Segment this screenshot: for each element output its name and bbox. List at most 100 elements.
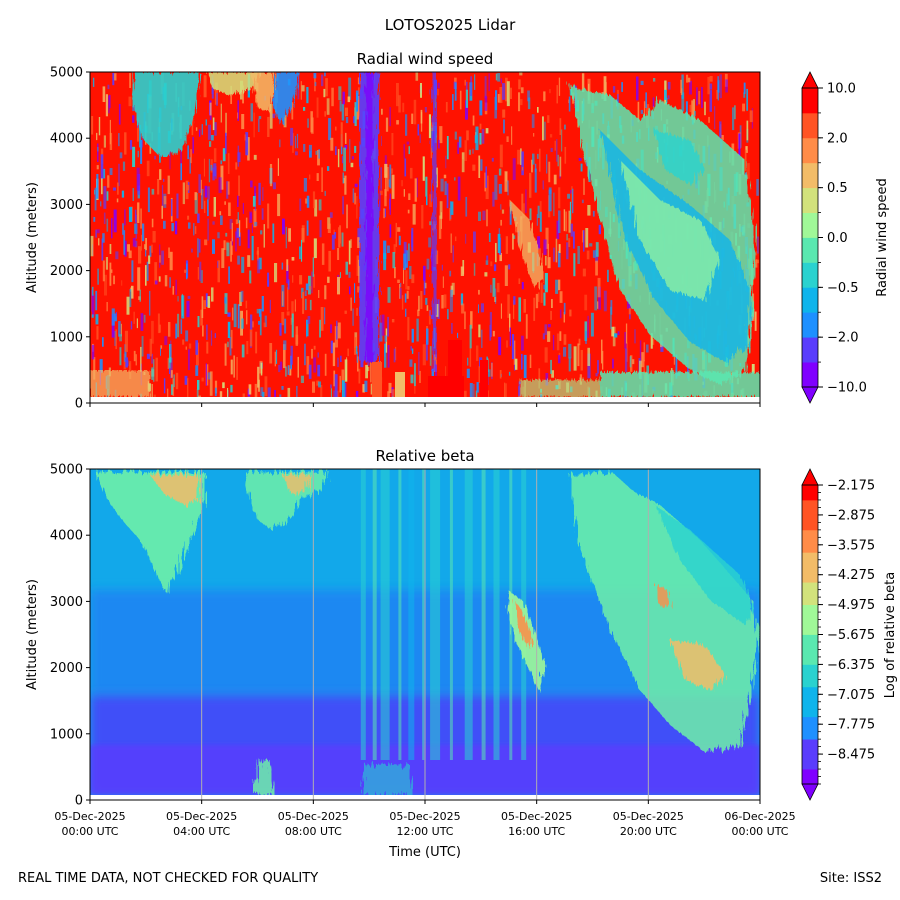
wind-speckle <box>571 186 573 203</box>
wind-speckle <box>446 183 449 209</box>
wind-speckle <box>567 193 571 199</box>
wind-speckle <box>563 209 566 232</box>
wind-speckle <box>213 163 217 177</box>
wind-speckle <box>598 286 601 310</box>
wind-speckle <box>544 121 546 140</box>
wind-speckle <box>687 77 691 83</box>
wind-speckle <box>102 233 105 243</box>
wind-speckle <box>756 259 760 264</box>
wind-speckle <box>643 342 645 362</box>
wind-speckle <box>104 274 107 296</box>
wind-speckle <box>486 255 489 261</box>
wind-speckle <box>306 319 309 337</box>
wind-speckle <box>339 100 342 112</box>
wind-speckle <box>403 253 406 270</box>
wind-speckle <box>384 335 387 342</box>
wind-speckle <box>387 345 390 368</box>
wind-speckle <box>423 278 426 295</box>
wind-speckle <box>205 364 209 386</box>
wind-speckle <box>230 384 233 393</box>
wind-speckle <box>395 346 397 361</box>
wind-speckle <box>238 175 240 196</box>
beta-colorbar-level <box>802 686 818 695</box>
wind-speckle <box>590 312 594 337</box>
wind-speckle <box>386 167 389 192</box>
wind-speckle <box>555 238 558 263</box>
beta-colorbar-level <box>802 709 818 718</box>
wind-speckle <box>531 159 533 173</box>
footer-site: Site: ISS2 <box>820 871 882 886</box>
wind-speckle <box>294 299 296 312</box>
wind-speckle <box>476 345 479 361</box>
wind-speckle <box>90 235 94 257</box>
wind-speckle <box>106 302 108 312</box>
wind-speckle <box>481 329 483 348</box>
beta-colorbar-level <box>802 604 818 613</box>
wind-speckle <box>220 160 223 165</box>
wind-speckle <box>344 145 348 150</box>
wind-speckle <box>260 387 264 397</box>
wind-speckle <box>513 296 516 305</box>
wind-speckle <box>250 103 253 122</box>
wind-speckle <box>236 357 238 380</box>
wind-speckle <box>196 389 199 403</box>
wind-speckle <box>227 321 231 338</box>
wind-speckle <box>681 92 685 112</box>
wind-speckle <box>559 331 562 341</box>
wind-speckle <box>224 201 226 205</box>
wind-speckle <box>331 234 335 250</box>
wind-speckle <box>547 331 551 342</box>
wind-speckle <box>333 370 336 387</box>
wind-speckle <box>112 73 115 86</box>
wind-speckle <box>184 375 188 385</box>
wind-purple-column <box>359 72 437 372</box>
wind-speckle <box>389 164 392 189</box>
wind-speckle <box>405 114 408 136</box>
beta-colorbar-level <box>802 582 818 591</box>
wind-speckle <box>597 360 599 374</box>
wind-speckle <box>126 360 129 367</box>
wind-ground-strip <box>90 370 760 397</box>
wind-speckle <box>498 168 502 176</box>
wind-cell-3 <box>272 72 300 125</box>
wind-speckle <box>756 179 759 196</box>
wind-speckle <box>203 300 206 309</box>
wind-speckle <box>612 358 614 369</box>
wind-speckle <box>168 358 171 369</box>
beta-colorbar-level <box>802 507 818 516</box>
beta-xtick-time: 04:00 UTC <box>173 825 230 838</box>
wind-speckle <box>238 220 241 237</box>
wind-speckle <box>210 330 213 346</box>
wind-speckle <box>281 312 285 326</box>
wind-speckle <box>106 218 109 232</box>
wind-speckle <box>467 357 469 366</box>
wind-speckle <box>429 194 433 207</box>
wind-speckle <box>451 323 453 334</box>
wind-colorbar-extend-max <box>801 71 819 89</box>
wind-speckle <box>225 232 228 237</box>
wind-speckle <box>324 72 326 77</box>
wind-speckle <box>92 294 95 317</box>
wind-speckle <box>405 270 408 290</box>
wind-speckle <box>513 340 516 365</box>
wind-speckle <box>356 255 360 276</box>
wind-speckle <box>398 95 401 113</box>
wind-speckle <box>465 233 467 244</box>
wind-speckle <box>96 229 100 234</box>
wind-speckle <box>313 73 317 79</box>
wind-speckle <box>129 140 133 150</box>
wind-speckle <box>500 78 502 84</box>
wind-speckle <box>653 78 656 82</box>
wind-speckle <box>597 301 599 309</box>
wind-speckle <box>154 155 156 160</box>
wind-speckle <box>237 152 241 162</box>
wind-speckle <box>172 286 174 295</box>
wind-speckle <box>135 354 137 366</box>
wind-speckle <box>464 79 466 86</box>
wind-speckle <box>556 333 560 351</box>
wind-block-2 <box>448 340 462 403</box>
wind-speckle <box>408 243 410 261</box>
wind-speckle <box>542 180 544 190</box>
wind-speckle <box>290 317 292 325</box>
wind-speckle <box>115 329 117 350</box>
